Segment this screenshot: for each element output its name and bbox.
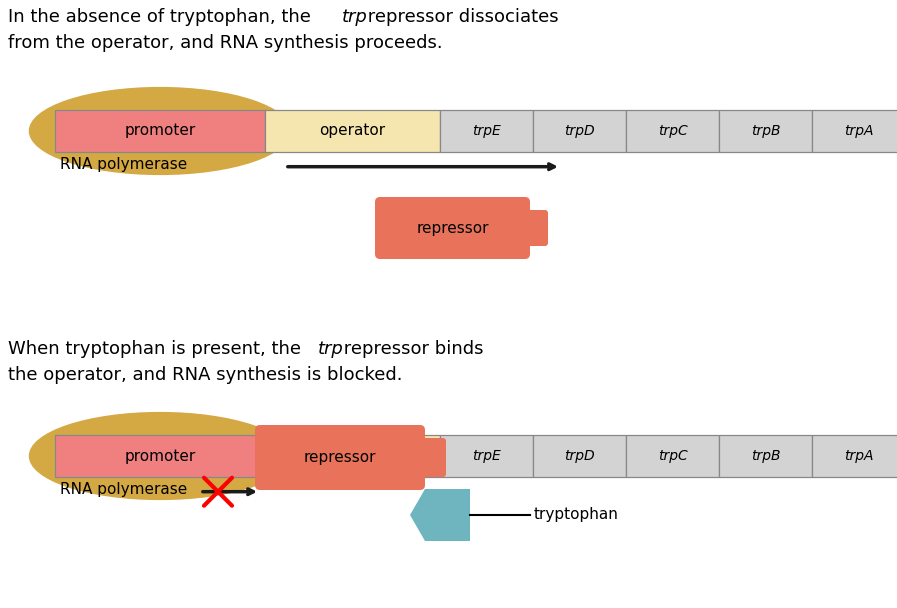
Bar xyxy=(812,110,897,152)
Text: trpD: trpD xyxy=(564,449,595,463)
Text: promoter: promoter xyxy=(125,449,196,463)
Text: trp: trp xyxy=(342,8,368,26)
FancyBboxPatch shape xyxy=(517,210,548,246)
Bar xyxy=(55,435,265,477)
Bar xyxy=(626,435,719,477)
Text: trpA: trpA xyxy=(844,124,874,138)
Bar xyxy=(265,110,440,152)
Bar xyxy=(440,110,533,152)
Polygon shape xyxy=(410,489,470,541)
Text: repressor dissociates: repressor dissociates xyxy=(362,8,559,26)
Ellipse shape xyxy=(29,412,292,500)
Text: trp: trp xyxy=(318,340,344,358)
Bar xyxy=(533,110,626,152)
Text: operator: operator xyxy=(319,123,386,139)
Text: When tryptophan is present, the: When tryptophan is present, the xyxy=(8,340,307,358)
FancyBboxPatch shape xyxy=(255,425,425,490)
Text: RNA polymerase: RNA polymerase xyxy=(60,157,187,172)
Text: trpC: trpC xyxy=(658,449,687,463)
Text: trpE: trpE xyxy=(472,449,501,463)
Text: tryptophan: tryptophan xyxy=(534,508,619,522)
Text: trpB: trpB xyxy=(751,124,780,138)
Text: RNA polymerase: RNA polymerase xyxy=(60,482,187,497)
Text: trpE: trpE xyxy=(472,124,501,138)
FancyBboxPatch shape xyxy=(412,438,446,477)
FancyBboxPatch shape xyxy=(375,197,530,259)
Text: trpB: trpB xyxy=(751,449,780,463)
Text: repressor: repressor xyxy=(416,221,489,235)
Text: repressor binds: repressor binds xyxy=(338,340,483,358)
Bar xyxy=(440,435,533,477)
Text: trpC: trpC xyxy=(658,124,687,138)
Bar xyxy=(719,435,812,477)
Bar xyxy=(719,110,812,152)
Text: operator: operator xyxy=(319,449,386,463)
Bar xyxy=(626,110,719,152)
Text: from the operator, and RNA synthesis proceeds.: from the operator, and RNA synthesis pro… xyxy=(8,34,442,52)
Bar xyxy=(265,435,440,477)
Bar xyxy=(812,435,897,477)
Text: promoter: promoter xyxy=(125,123,196,139)
Text: repressor: repressor xyxy=(304,450,376,465)
Text: trpA: trpA xyxy=(844,449,874,463)
Text: trpD: trpD xyxy=(564,124,595,138)
Text: In the absence of tryptophan, the: In the absence of tryptophan, the xyxy=(8,8,317,26)
Ellipse shape xyxy=(29,87,292,175)
Bar xyxy=(55,110,265,152)
Bar xyxy=(533,435,626,477)
Text: the operator, and RNA synthesis is blocked.: the operator, and RNA synthesis is block… xyxy=(8,366,403,384)
